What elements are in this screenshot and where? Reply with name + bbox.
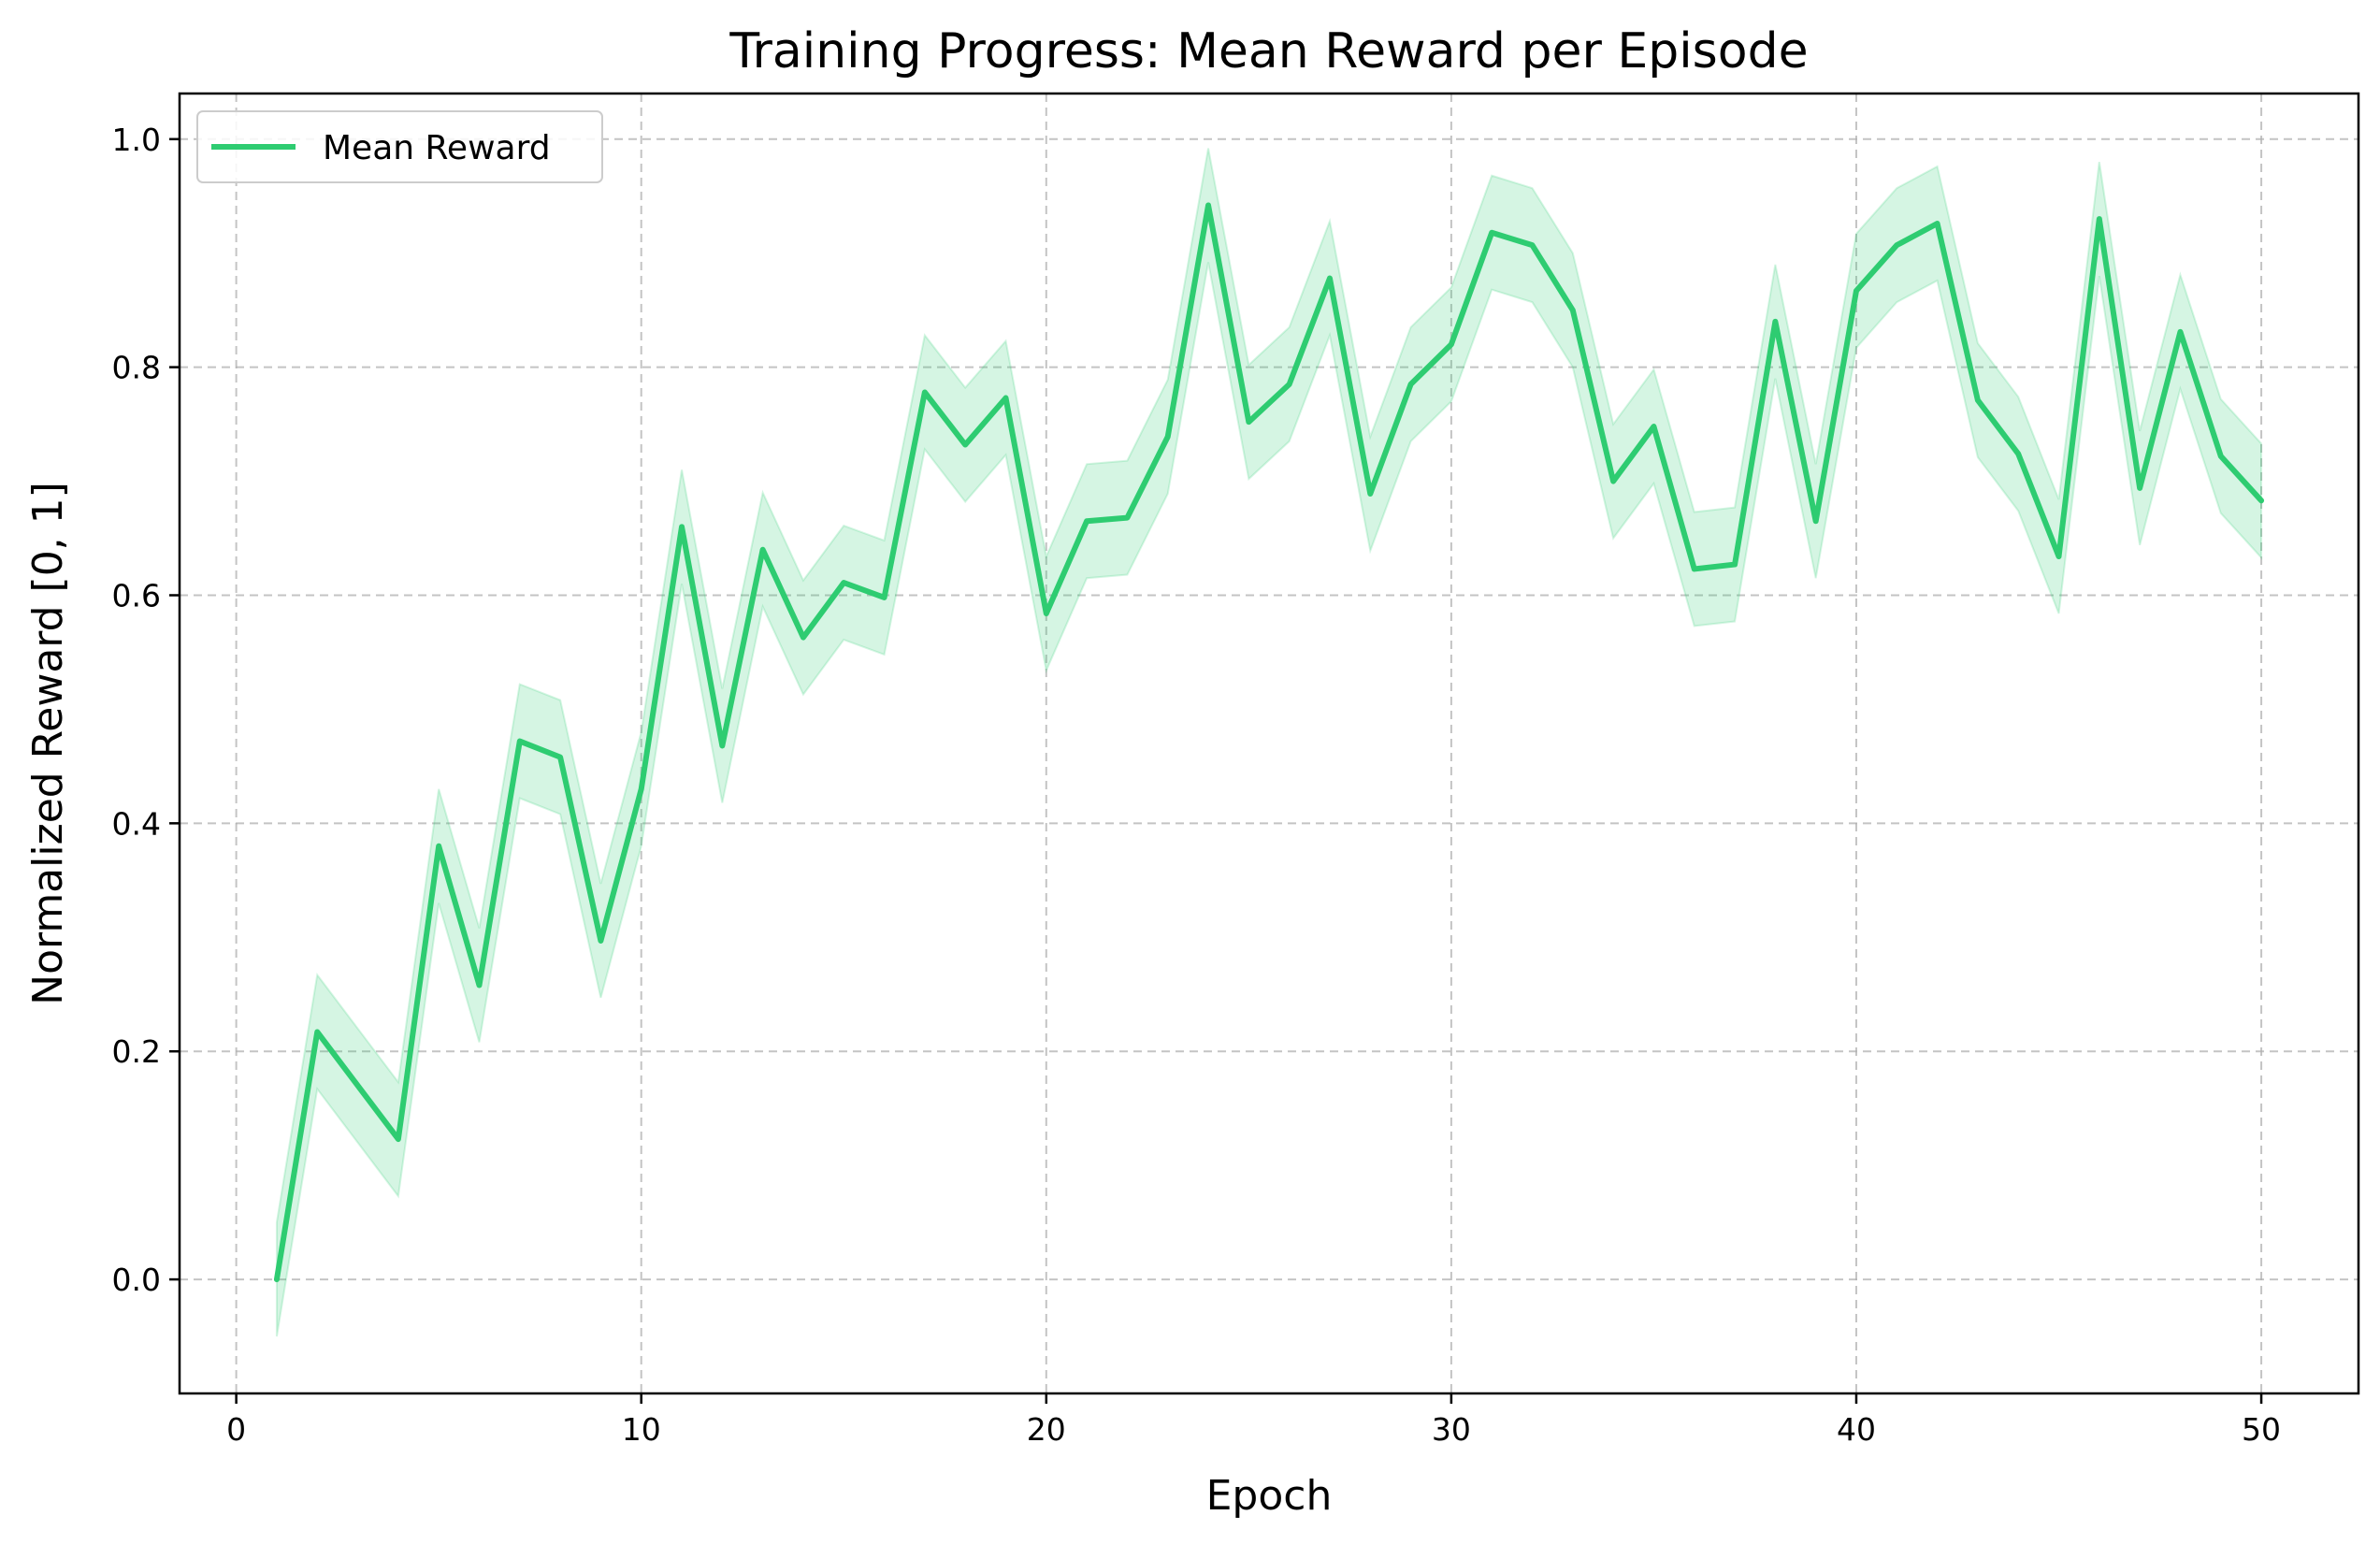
chart-title: Training Progress: Mean Reward per Episo… bbox=[728, 23, 1808, 79]
x-tick-label: 30 bbox=[1432, 1411, 1471, 1448]
data-point bbox=[479, 985, 480, 986]
data-point bbox=[1087, 521, 1088, 522]
data-point bbox=[762, 549, 763, 550]
legend-label-mean-reward: Mean Reward bbox=[323, 129, 551, 167]
x-tick-label: 20 bbox=[1027, 1411, 1066, 1448]
data-point bbox=[1370, 493, 1371, 494]
x-axis-label: Epoch bbox=[1206, 1472, 1333, 1520]
data-point bbox=[600, 940, 601, 941]
data-point bbox=[1005, 397, 1006, 398]
plot-frame bbox=[178, 92, 2360, 1395]
y-tick-label: 0.8 bbox=[112, 350, 161, 386]
legend: Mean Reward bbox=[196, 110, 603, 183]
data-point bbox=[357, 1085, 358, 1086]
data-point bbox=[1653, 426, 1654, 427]
data-point bbox=[2018, 454, 2019, 455]
data-point bbox=[2140, 487, 2141, 488]
data-point bbox=[2220, 455, 2221, 456]
data-point bbox=[802, 637, 803, 638]
legend-box bbox=[196, 110, 603, 183]
x-tick-label: 40 bbox=[1837, 1411, 1876, 1448]
data-point bbox=[641, 788, 642, 789]
y-tick-label: 0.6 bbox=[112, 577, 161, 613]
grid bbox=[180, 94, 2358, 1393]
y-tick-label: 0.4 bbox=[112, 805, 161, 842]
data-point bbox=[1329, 278, 1330, 279]
x-tick-label: 10 bbox=[622, 1411, 661, 1448]
data-point bbox=[1613, 481, 1614, 482]
x-axis-ticks: 0 10 20 30 40 50 bbox=[226, 1393, 2281, 1448]
data-point bbox=[1694, 569, 1695, 570]
data-point bbox=[276, 1279, 277, 1280]
series-line-mean-reward bbox=[273, 202, 2265, 1283]
data-point bbox=[439, 845, 440, 846]
data-point bbox=[924, 392, 925, 393]
data-point bbox=[560, 757, 561, 758]
data-point bbox=[965, 444, 966, 445]
y-axis-ticks: 0.0 0.2 0.4 0.6 0.8 1.0 bbox=[112, 122, 180, 1298]
confidence-band bbox=[275, 148, 2263, 1337]
data-point bbox=[1855, 290, 1856, 291]
data-point bbox=[397, 1139, 398, 1140]
data-point bbox=[1127, 517, 1128, 518]
y-tick-label: 0.2 bbox=[112, 1033, 161, 1070]
data-point bbox=[1248, 422, 1249, 423]
data-point bbox=[2180, 331, 2181, 332]
data-point bbox=[1492, 232, 1493, 233]
confidence-band-layer bbox=[275, 148, 2263, 1337]
x-tick-label: 50 bbox=[2242, 1411, 2281, 1448]
data-point bbox=[1977, 399, 1978, 400]
y-tick-label: 1.0 bbox=[112, 122, 161, 158]
data-point bbox=[519, 741, 520, 742]
data-point bbox=[884, 597, 885, 598]
y-tick-label: 0.0 bbox=[112, 1262, 161, 1298]
x-tick-label: 0 bbox=[226, 1411, 246, 1448]
data-point bbox=[1532, 245, 1533, 246]
data-point bbox=[1167, 437, 1168, 438]
data-point bbox=[2058, 556, 2059, 557]
data-point bbox=[1815, 521, 1816, 522]
data-point bbox=[1735, 564, 1736, 565]
data-point bbox=[1410, 383, 1411, 384]
y-axis-label: Normalized Reward [0, 1] bbox=[24, 482, 72, 1005]
data-point bbox=[1775, 321, 1776, 322]
series-line-layer bbox=[273, 202, 2265, 1283]
data-point bbox=[1208, 205, 1209, 206]
data-point bbox=[1289, 383, 1290, 384]
data-point bbox=[722, 745, 723, 746]
data-point bbox=[1450, 344, 1451, 345]
data-point bbox=[2261, 500, 2262, 501]
